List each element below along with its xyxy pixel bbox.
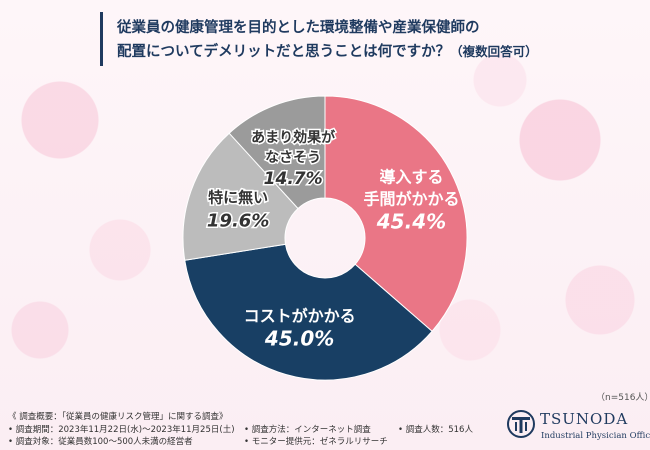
brand-name: TSUNODA [540,410,629,428]
title-line-2: 配置についてデメリットだと思うことは何ですか？（複数回答可） [117,40,538,61]
pie-slice-4 [228,95,326,210]
slice-label-4-line-1: あまり効果が [251,129,336,146]
pie-slice-2 [184,243,433,381]
slice-value-1: 45.4% [376,210,446,234]
slice-value-2: 45.0% [264,326,334,350]
survey-period: • 調査期間：2023年11月22日(水)〜2023年11月25日(土) [8,425,235,435]
question-title: 従業員の健康管理を目的とした環境整備や産業保健師の 配置についてデメリットだと思… [100,12,553,66]
slice-label-4-line-2: なさそう [265,150,321,166]
survey-target: • 調査対象：従業員数100〜500人未満の経営者 [8,437,193,447]
pie-slice-1 [324,95,468,332]
survey-summary-header: 《 調査概要：「従業員の健康リスク管理」に関する調査》 [8,412,228,422]
slice-value-3: 19.6% [207,211,269,232]
tsunoda-logo-icon [507,410,535,438]
sample-size-note: （n=516人） [596,393,650,403]
pie-slice-3 [182,132,299,261]
title-line-2-main: 配置についてデメリットだと思うことは何ですか？ [117,44,451,60]
survey-count: • 調査人数：516人 [398,425,473,435]
title-line-1: 従業員の健康管理を目的とした環境整備や産業保健師の [117,20,480,36]
title-note: （複数回答可） [450,44,538,59]
survey-monitor: • モニター提供元：ゼネラルリサーチ [244,437,388,447]
slice-label-3-line-1: 特に無い [208,189,268,207]
slice-label-1-line-1: 導入する [379,168,443,187]
slice-label-2-line-1: コストがかかる [244,306,356,325]
slice-label-1-line-2: 手間がかかる [363,190,459,209]
slice-value-4: 14.7% [264,169,323,189]
survey-method: • 調査方法：インターネット調査 [244,425,371,435]
brand-subtitle: Industrial Physician Office [541,431,650,441]
